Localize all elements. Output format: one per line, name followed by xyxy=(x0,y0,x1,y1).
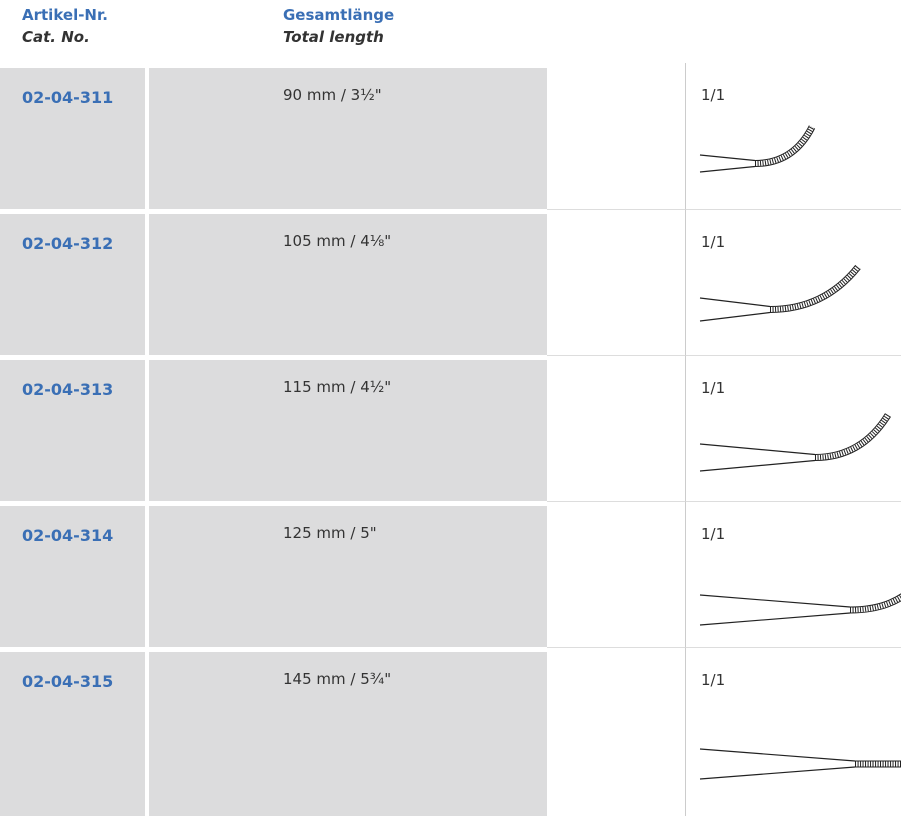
cat-no: 02-04-313 xyxy=(0,360,145,501)
instrument xyxy=(699,165,756,173)
instrument xyxy=(699,766,856,780)
length: 145 mm / 5¾" xyxy=(149,652,547,816)
length: 125 mm / 5" xyxy=(149,506,547,647)
scale: 1/1 xyxy=(685,209,901,355)
instrument xyxy=(769,265,860,312)
cat-no: 02-04-311 xyxy=(0,68,145,209)
length-header-en: Total length xyxy=(283,28,384,46)
instrument xyxy=(699,748,856,762)
spacer xyxy=(547,501,685,647)
instrument xyxy=(699,311,771,322)
instrument xyxy=(849,594,901,613)
cat-no-header: Artikel-Nr. xyxy=(22,6,108,24)
length: 115 mm / 4½" xyxy=(149,360,547,501)
length: 90 mm / 3½" xyxy=(149,68,547,209)
instrument xyxy=(754,125,815,166)
spacer xyxy=(547,647,685,816)
length-header: Gesamtlänge xyxy=(283,6,395,24)
instrument xyxy=(699,594,851,608)
scale: 1/1 xyxy=(685,647,901,816)
scale: 1/1 xyxy=(685,63,901,209)
instrument xyxy=(814,413,891,460)
length: 105 mm / 4⅛" xyxy=(149,214,547,355)
instrument xyxy=(699,612,851,626)
instrument xyxy=(814,413,891,460)
spacer xyxy=(547,355,685,501)
instrument xyxy=(769,265,860,312)
instrument xyxy=(699,154,756,162)
scale: 1/1 xyxy=(685,355,901,501)
spacer xyxy=(547,209,685,355)
cat-no-header-en: Cat. No. xyxy=(22,28,90,46)
cat-no: 02-04-312 xyxy=(0,214,145,355)
cat-no: 02-04-315 xyxy=(0,652,145,816)
instrument xyxy=(699,459,816,472)
instrument xyxy=(699,443,816,456)
instrument xyxy=(699,297,771,308)
cat-no: 02-04-314 xyxy=(0,506,145,647)
scale: 1/1 xyxy=(685,501,901,647)
